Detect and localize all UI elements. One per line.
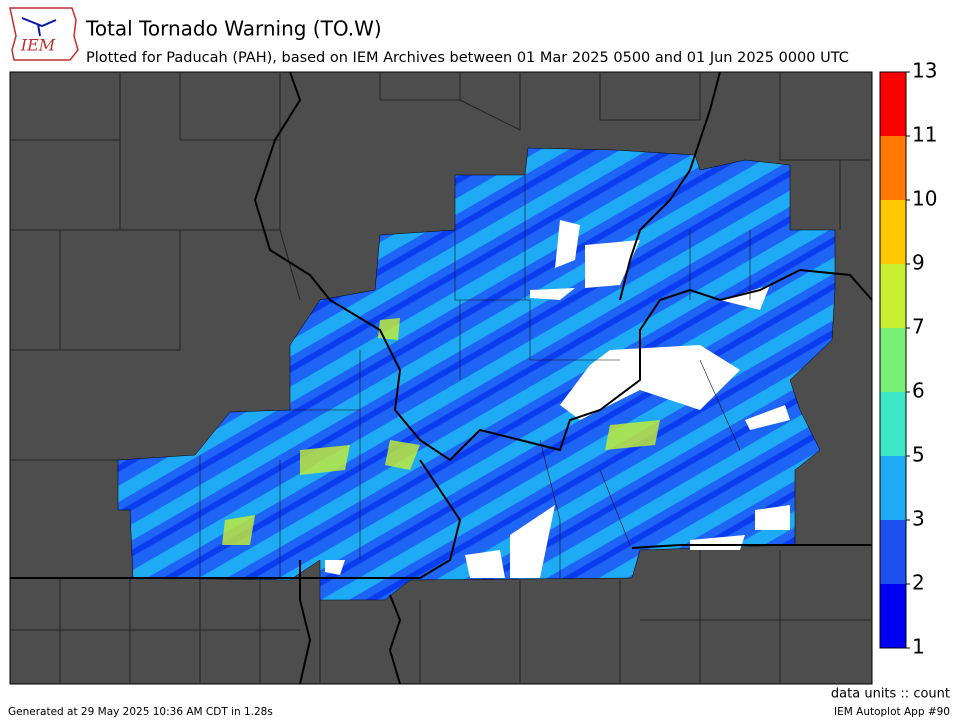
colorbar-tick-label: 9 (912, 251, 925, 275)
colorbar: 1 2 3 5 6 7 9 10 11 13 (879, 59, 937, 659)
logo-text: IEM (20, 36, 56, 55)
colorbar-frame (879, 71, 907, 649)
colorbar-tick-label: 10 (912, 187, 937, 211)
colorbar-segment (880, 392, 906, 456)
units-label: data units :: count (831, 687, 950, 702)
colorbar-segment (880, 72, 906, 136)
subtitle: Plotted for Paducah (PAH), based on IEM … (86, 50, 849, 66)
colorbar-segment (880, 200, 906, 264)
colorbar-tick-label: 3 (912, 507, 925, 531)
colorbar-segment (880, 136, 906, 200)
colorbar-tick-label: 7 (912, 315, 925, 339)
colorbar-tick-label: 11 (912, 123, 937, 147)
colorbar-tick-label: 2 (912, 571, 925, 595)
colorbar-tick-label: 6 (912, 379, 925, 403)
app-note: IEM Autoplot App #90 (834, 706, 950, 718)
warned-county-lines (199, 175, 751, 578)
rivers-and-borders (10, 71, 873, 685)
map (9, 71, 873, 685)
colorbar-tick-label: 13 (912, 59, 937, 83)
colorbar-tick-label: 5 (912, 443, 925, 467)
colorbar-segment (880, 584, 906, 648)
high-count-areas (222, 318, 660, 545)
title: Total Tornado Warning (TO.W) (85, 17, 382, 41)
logo: IEM (9, 7, 79, 61)
warned-area (117, 147, 836, 601)
colorbar-segment (880, 520, 906, 584)
generated-note: Generated at 29 May 2025 10:36 AM CDT in… (8, 706, 273, 718)
colorbar-tick-label: 1 (912, 635, 925, 659)
no-warning-areas (325, 220, 790, 578)
colorbar-segment (880, 456, 906, 520)
colorbar-segment (880, 264, 906, 328)
colorbar-segment (880, 328, 906, 392)
